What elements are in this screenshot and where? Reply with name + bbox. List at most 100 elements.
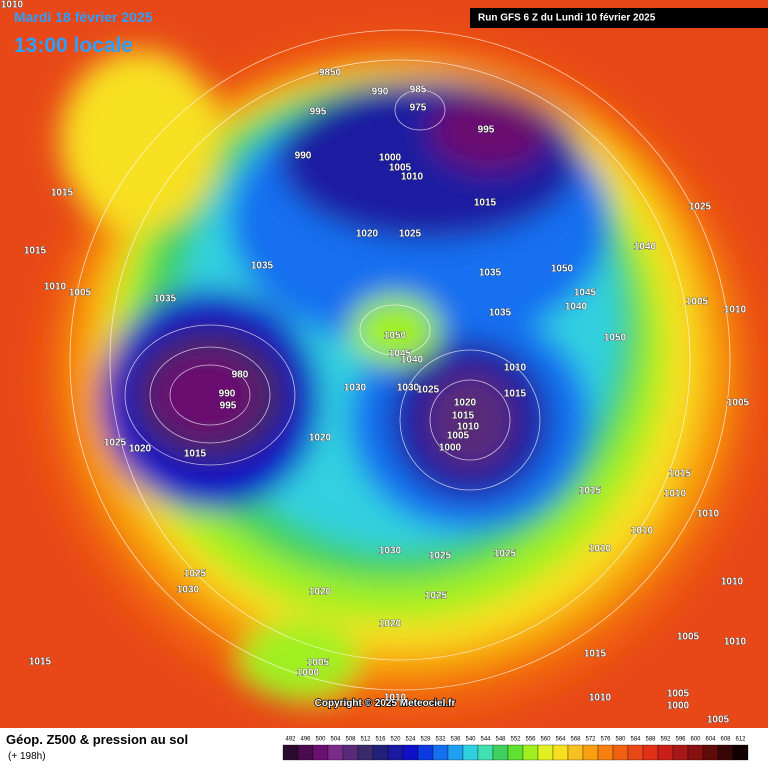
colorbar-swatch — [432, 744, 449, 761]
isobar-label: 1010 — [401, 172, 424, 183]
colorbar-label: 512 — [360, 737, 371, 743]
colorbar-label: 596 — [675, 737, 686, 743]
legend-subtitle: (+ 198h) — [8, 751, 46, 762]
isobar-label: 1010 — [384, 693, 407, 704]
isobar-label: 1000 — [379, 153, 402, 164]
run-banner — [470, 8, 768, 28]
colorbar-swatch — [642, 744, 659, 761]
isobar-label: 1000 — [439, 443, 462, 454]
colorbar-label: 576 — [600, 737, 611, 743]
isobar-label: 995 — [310, 107, 327, 118]
colorbar-swatch — [372, 744, 389, 761]
colorbar-label: 544 — [480, 737, 491, 743]
isobar-label: 1005 — [686, 297, 709, 308]
isobar-label: 1005 — [667, 689, 690, 700]
isobar-label: 1040 — [565, 302, 588, 313]
colorbar-swatch — [522, 744, 539, 761]
isobar-label: 1010 — [697, 509, 720, 520]
isobar-label: 1000 — [667, 701, 690, 712]
colorbar-swatch — [282, 744, 299, 761]
isobar-label: 1010 — [504, 363, 527, 374]
isobar-label: 9850 — [319, 68, 342, 79]
isobar-label: 1005 — [69, 288, 92, 299]
isobar-label: 1045 — [574, 288, 597, 299]
isobar-label: 1050 — [604, 333, 627, 344]
colorbar-label: 592 — [660, 737, 671, 743]
colorbar-swatch — [327, 744, 344, 761]
isobar-label: 1015 — [24, 246, 47, 257]
isobar-label: 1015 — [579, 486, 602, 497]
colorbar-swatch — [687, 744, 704, 761]
colorbar-swatch — [417, 744, 434, 761]
isobar-label: 1020 — [379, 619, 402, 630]
colorbar-swatch — [627, 744, 644, 761]
isobar-label: 1025 — [425, 591, 448, 602]
isobar-label: 1010 — [1, 0, 24, 11]
isobar-label: 1040 — [634, 242, 657, 253]
colorbar-label: 612 — [735, 737, 746, 743]
isobar-label: 1025 — [417, 385, 440, 396]
colorbar-swatch — [657, 744, 674, 761]
isobar-label: 995 — [220, 401, 237, 412]
isobar-label: 1010 — [44, 282, 67, 293]
isobar-label: 1015 — [452, 411, 475, 422]
colorbar-label: 572 — [585, 737, 596, 743]
colorbar-swatch — [567, 744, 584, 761]
colorbar-label: 552 — [510, 737, 521, 743]
isobar-label: 1010 — [457, 422, 480, 433]
colorbar-label: 524 — [405, 737, 416, 743]
colorbar-swatch — [342, 744, 359, 761]
isobar-label: 1005 — [389, 163, 412, 174]
colorbar-swatch — [582, 744, 599, 761]
isobar-label: 1030 — [344, 383, 367, 394]
map-field — [0, 0, 768, 728]
copyright: Copyright © 2025 Meteociel.fr — [315, 698, 456, 709]
isobar-label: 1030 — [397, 383, 420, 394]
colorbar-label: 568 — [570, 737, 581, 743]
valid-time: 13:00 locale — [14, 34, 133, 57]
isobar-label: 1035 — [154, 294, 177, 305]
colorbar-swatch — [597, 744, 614, 761]
colorbar-swatch — [477, 744, 494, 761]
isobar-label: 1020 — [454, 398, 477, 409]
isobar-label: 1040 — [401, 355, 424, 366]
isobar-label: 1005 — [707, 715, 730, 726]
colorbar-label: 536 — [450, 737, 461, 743]
colorbar-label: 580 — [615, 737, 626, 743]
colorbar-swatch — [537, 744, 554, 761]
colorbar: 492 496 500 504 508 512 516 520 524 528 532 536 540 5… — [282, 737, 749, 761]
isobar-label: 1015 — [29, 657, 52, 668]
isobar-label: 1000 — [297, 668, 320, 679]
isobar-label: 1015 — [584, 649, 607, 660]
colorbar-swatch — [717, 744, 734, 761]
isobar-label: 990 — [219, 389, 236, 400]
isobar-label: 1050 — [384, 331, 407, 342]
colorbar-label: 492 — [285, 737, 296, 743]
isobar-label: 1015 — [51, 188, 74, 199]
colorbar-swatch — [732, 744, 749, 761]
colorbar-label: 540 — [465, 737, 476, 743]
run-info: Run GFS 6 Z du Lundi 10 février 2025 — [478, 13, 656, 24]
isobar-label: 1010 — [724, 305, 747, 316]
colorbar-label: 496 — [300, 737, 311, 743]
colorbar-label: 584 — [630, 737, 641, 743]
isobar-label: 990 — [372, 87, 389, 98]
colorbar-swatch — [447, 744, 464, 761]
legend-title: Géop. Z500 & pression au sol — [6, 732, 188, 747]
isobar-label: 1005 — [447, 431, 470, 442]
colorbar-label: 528 — [420, 737, 431, 743]
colorbar-swatch — [387, 744, 404, 761]
valid-date: Mardi 18 février 2025 — [14, 9, 153, 25]
isobar-label: 985 — [410, 85, 427, 96]
isobar-label: 1050 — [551, 264, 574, 275]
isobar-label: 1015 — [474, 198, 497, 209]
isobar-label: 1020 — [356, 229, 379, 240]
isobar-label: 1030 — [177, 585, 200, 596]
colorbar-label: 600 — [690, 737, 701, 743]
colorbar-swatch — [492, 744, 509, 761]
colorbar-label: 608 — [720, 737, 731, 743]
colorbar-label: 556 — [525, 737, 536, 743]
isobar-label: 1020 — [309, 587, 332, 598]
colorbar-label: 548 — [495, 737, 506, 743]
